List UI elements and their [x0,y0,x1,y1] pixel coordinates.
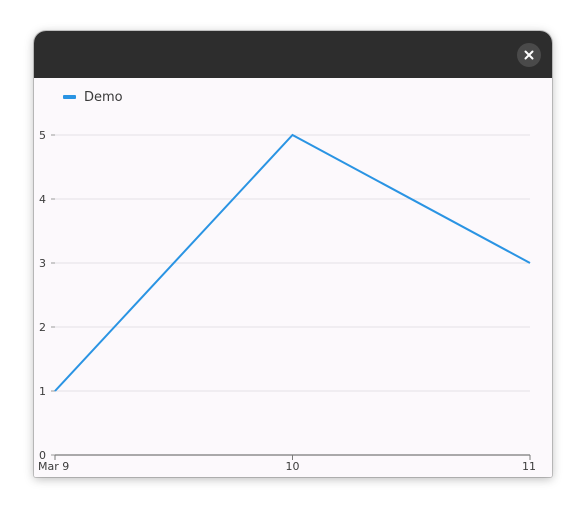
x-tick-label-2: 11 [522,460,536,473]
y-tick-label-4: 4 [39,193,46,206]
tick-labels: 0 1 2 3 4 5 Mar 9 10 11 [38,129,536,473]
close-icon [524,50,534,60]
x-tick-label-0: Mar 9 [38,460,69,473]
axes [51,134,531,460]
series-layer [54,133,531,392]
legend[interactable]: Demo [63,88,123,106]
chart-window: Demo 0 1 2 3 4 5 Mar 9 10 11 [34,31,552,477]
x-tick-label-1: 10 [286,460,300,473]
grid-lines [55,134,530,392]
y-tick-label-0: 0 [39,449,46,462]
chart-area: Demo 0 1 2 3 4 5 Mar 9 10 11 [34,78,552,477]
line-chart: 0 1 2 3 4 5 Mar 9 10 11 [38,129,536,473]
y-tick-label-3: 3 [39,257,46,270]
legend-swatch [63,95,76,99]
legend-label: Demo [84,89,123,105]
y-tick-label-5: 5 [39,129,46,142]
close-button[interactable] [517,43,541,67]
y-tick-label-1: 1 [39,385,46,398]
y-tick-label-2: 2 [39,321,46,334]
title-bar [34,31,552,78]
